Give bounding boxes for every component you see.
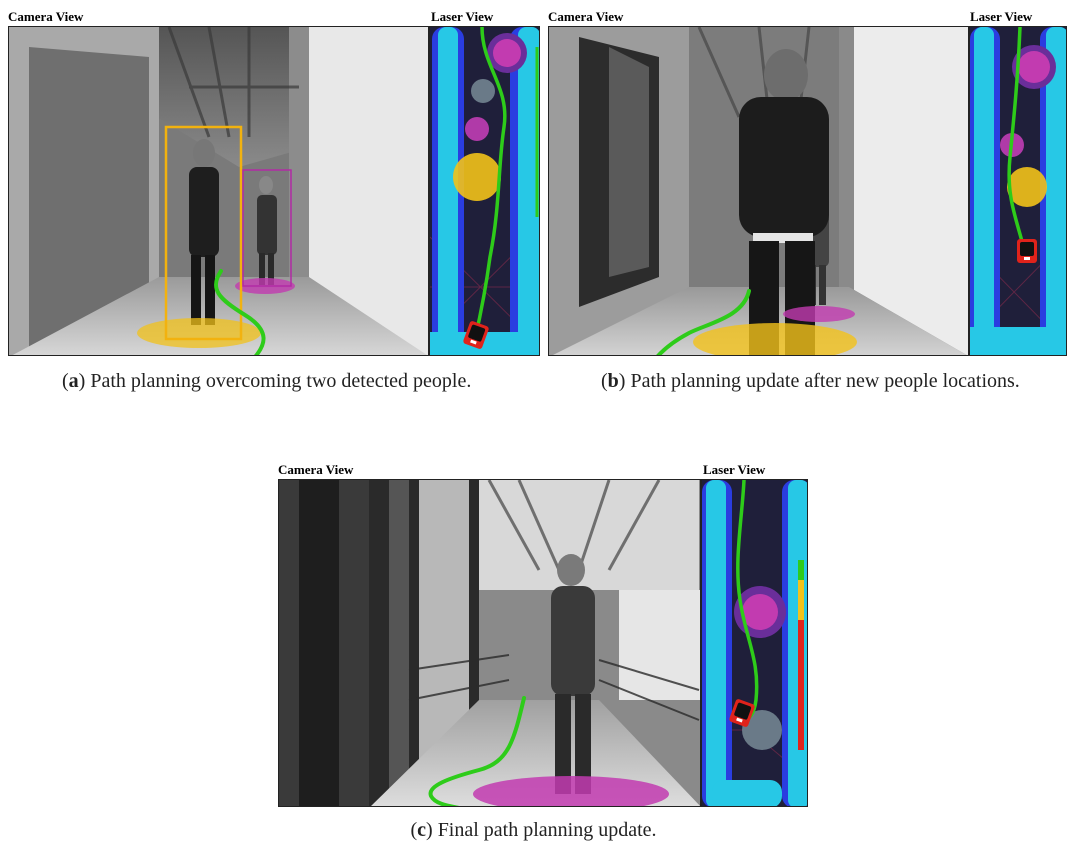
- caption-text-b: Path planning update after new people lo…: [630, 370, 1020, 392]
- laser-map-a: [429, 26, 540, 356]
- person-ground-marker-magenta-c: [473, 776, 669, 806]
- caption-letter-a: a: [68, 370, 79, 392]
- camera-image-b: [548, 26, 969, 356]
- laser-view-label-c: Laser View: [703, 462, 766, 477]
- caption-letter-b: b: [607, 370, 619, 392]
- robot-icon-c: [729, 699, 755, 727]
- person-ground-marker-yellow-b: [693, 323, 857, 355]
- laser-view-label-b: Laser View: [970, 9, 1033, 24]
- robot-icon-a: [463, 321, 489, 349]
- robot-icon-b: [1017, 239, 1037, 263]
- laser-map-c: [701, 479, 808, 807]
- caption-text-a: Path planning overcoming two detected pe…: [90, 370, 472, 392]
- caption-c: (c) Final path planning update.: [410, 819, 657, 841]
- person-ground-marker-yellow: [137, 318, 261, 348]
- planned-path-camera-b: [656, 289, 751, 355]
- camera-image-a: [8, 26, 429, 356]
- caption-letter-c: c: [417, 819, 427, 841]
- camera-view-label-c: Camera View: [278, 462, 354, 477]
- person-map-marker-yellow: [453, 153, 501, 201]
- person-silhouette-a1: [189, 139, 219, 325]
- planned-path-camera-c: [428, 696, 526, 806]
- camera-image-c: [278, 479, 701, 807]
- camera-view-label-b: Camera View: [548, 9, 624, 24]
- detection-box-magenta: [242, 169, 292, 287]
- camera-view-label-a: Camera View: [8, 9, 84, 24]
- caption-a: (a) Path planning overcoming two detecte…: [62, 370, 472, 392]
- laser-view-label-a: Laser View: [431, 9, 494, 24]
- laser-map-b: [969, 26, 1067, 356]
- person-ground-marker-magenta-b: [783, 306, 855, 322]
- planned-path-map-a: [473, 27, 507, 341]
- caption-text-c: Final path planning update.: [437, 819, 657, 841]
- person-silhouette-a2: [257, 176, 277, 285]
- person-map-marker-yellow-b: [1007, 167, 1047, 207]
- person-silhouette-c: [551, 554, 595, 794]
- detection-box-yellow: [164, 125, 243, 341]
- planned-path-map-b: [1007, 27, 1026, 251]
- caption-b: (b) Path planning update after new peopl…: [601, 370, 1020, 392]
- planned-path-camera-a: [214, 269, 266, 355]
